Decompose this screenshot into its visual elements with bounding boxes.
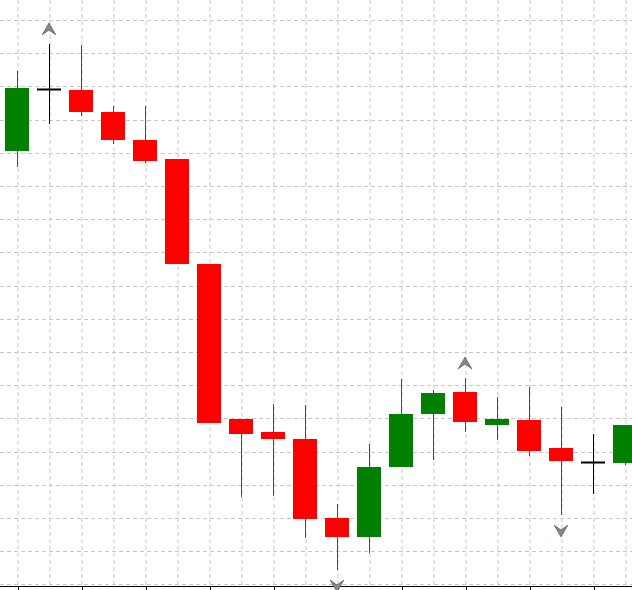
candle xyxy=(453,378,477,432)
candle xyxy=(5,71,29,167)
candle-body xyxy=(325,518,349,537)
candle xyxy=(69,45,93,116)
candle-body xyxy=(261,432,285,439)
candle xyxy=(37,44,61,124)
candle-body xyxy=(549,448,573,461)
fractal-down-shape xyxy=(329,579,345,590)
candle-body xyxy=(517,420,541,451)
fractal-markers xyxy=(41,22,569,590)
candle xyxy=(197,264,221,423)
candle-body xyxy=(389,414,413,467)
candles xyxy=(5,44,632,570)
candle-body xyxy=(197,264,221,423)
candle xyxy=(261,404,285,496)
candle xyxy=(613,425,632,465)
candle xyxy=(229,419,253,497)
candle-body xyxy=(165,159,189,264)
candle xyxy=(357,444,381,553)
fractal-up-arrow-icon xyxy=(41,22,57,36)
fractal-up-shape xyxy=(457,356,473,370)
candle-body xyxy=(293,439,317,519)
candle xyxy=(101,106,125,144)
candle-body xyxy=(133,140,157,161)
candle-body xyxy=(229,419,253,434)
x-axis xyxy=(0,586,632,590)
fractal-down-shape xyxy=(553,524,569,538)
candle-body xyxy=(485,419,509,425)
fractal-down-arrow-icon xyxy=(553,524,569,538)
candle xyxy=(389,379,413,467)
candle xyxy=(485,397,509,440)
candle-body xyxy=(357,467,381,537)
candle xyxy=(581,434,605,494)
candle xyxy=(421,390,445,460)
candle-body xyxy=(69,90,93,112)
candle-body xyxy=(421,393,445,414)
candle-body xyxy=(453,392,477,422)
candle-body xyxy=(101,112,125,140)
candle-body xyxy=(5,88,29,151)
fractal-up-arrow-icon xyxy=(457,356,473,370)
candle xyxy=(325,504,349,570)
candle xyxy=(293,405,317,538)
fractal-up-shape xyxy=(41,22,57,36)
fractal-down-arrow-icon xyxy=(329,579,345,590)
candle-body xyxy=(613,425,632,463)
candle xyxy=(517,387,541,456)
candle xyxy=(133,106,157,163)
candle xyxy=(165,159,189,264)
candle xyxy=(549,407,573,515)
